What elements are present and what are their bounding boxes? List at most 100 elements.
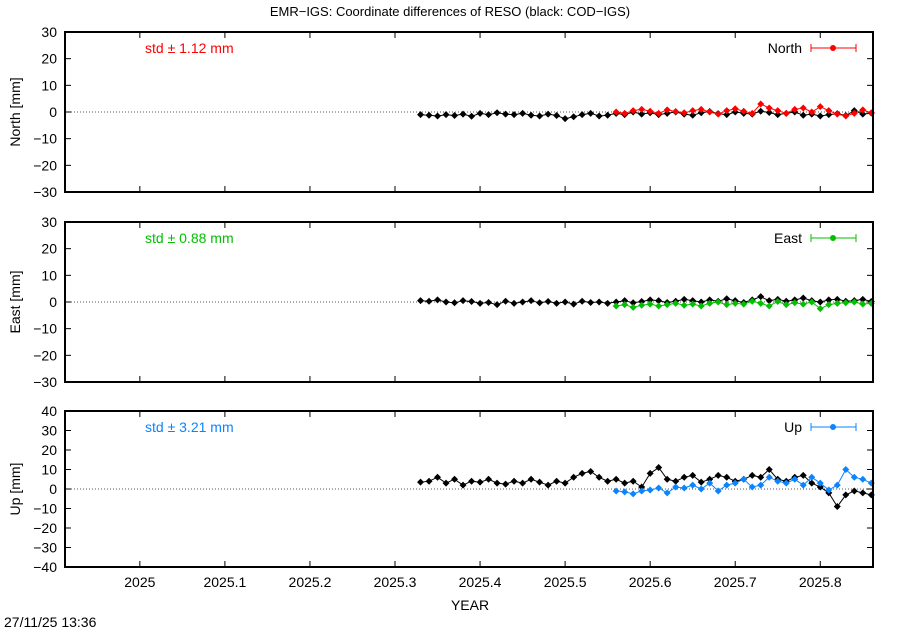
emr-igs-point [680, 484, 688, 492]
cod-igs-point [595, 298, 603, 306]
emr-igs-point [799, 481, 807, 489]
y-tick-label: 30 [41, 423, 57, 439]
cod-igs-point [587, 467, 595, 475]
cod-igs-point [425, 477, 433, 485]
y-tick-label: −20 [33, 157, 57, 173]
cod-igs-point [765, 466, 773, 473]
cod-igs-point [536, 478, 544, 486]
x-tick-label: 2025.3 [374, 574, 417, 590]
emr-igs-point [672, 299, 680, 307]
cod-igs-point [544, 481, 552, 489]
cod-igs-point [808, 479, 816, 487]
cod-igs-point [519, 109, 527, 117]
legend-marker [830, 45, 836, 51]
cod-igs-point [604, 111, 612, 119]
cod-igs-point [587, 109, 595, 117]
legend-label: Up [784, 419, 802, 435]
cod-igs-point [604, 477, 612, 485]
emr-igs-point [825, 301, 833, 309]
std-label: std ± 1.12 mm [145, 40, 234, 56]
y-tick-label: 40 [41, 403, 57, 419]
cod-igs-point [774, 111, 782, 119]
cod-igs-point [723, 473, 731, 481]
emr-igs-point [740, 107, 748, 115]
cod-igs-point [757, 473, 765, 481]
emr-igs-point [663, 489, 671, 497]
cod-igs-point [595, 473, 603, 481]
emr-igs-point [689, 107, 697, 115]
cod-igs-point [468, 112, 476, 120]
cod-igs-point [680, 473, 688, 481]
emr-igs-point [655, 484, 663, 492]
emr-igs-point [740, 300, 748, 308]
emr-igs-point [663, 106, 671, 114]
cod-igs-point [689, 471, 697, 479]
cod-igs-point [612, 298, 620, 306]
cod-igs-point [434, 296, 442, 304]
cod-igs-point [425, 111, 433, 119]
cod-igs-point [493, 109, 501, 117]
emr-igs-point [757, 481, 765, 489]
cod-igs-point [417, 297, 425, 305]
y-tick-label: −30 [33, 184, 57, 200]
emr-igs-point [850, 298, 858, 306]
emr-igs-point [791, 299, 799, 307]
cod-igs-point [570, 300, 578, 308]
y-axis-label: East [mm] [7, 270, 23, 333]
y-tick-label: −30 [33, 540, 57, 556]
emr-igs-point [765, 473, 773, 481]
cod-igs-point [527, 475, 535, 483]
cod-igs-point [451, 475, 459, 483]
cod-igs-point [536, 112, 544, 120]
legend-marker [830, 235, 836, 241]
emr-igs-point [774, 297, 782, 305]
emr-igs-point [731, 479, 739, 487]
emr-igs-point [621, 301, 629, 309]
cod-igs-point [561, 298, 569, 306]
emr-igs-point [850, 109, 858, 117]
cod-igs-point [485, 111, 493, 119]
y-tick-label: 0 [49, 104, 57, 120]
x-tick-label: 2025.4 [459, 574, 502, 590]
cod-igs-point [502, 480, 510, 488]
cod-igs-point [859, 295, 867, 303]
cod-igs-point [646, 469, 654, 477]
y-tick-label: −30 [33, 374, 57, 390]
cod-igs-point [723, 295, 731, 303]
x-tick-label: 2025.7 [714, 574, 757, 590]
y-tick-label: 0 [49, 481, 57, 497]
cod-igs-point [417, 111, 425, 119]
cod-igs-point [646, 296, 654, 304]
emr-igs-point [672, 483, 680, 491]
cod-igs-point [578, 469, 586, 477]
emr-igs-point [833, 481, 841, 489]
cod-igs-point [816, 483, 824, 491]
x-tick-label: 2025.5 [544, 574, 587, 590]
emr-igs-point [808, 473, 816, 481]
emr-igs-point [791, 475, 799, 483]
emr-igs-point [748, 297, 756, 305]
y-tick-label: 20 [41, 51, 57, 67]
cod-igs-point [442, 111, 450, 119]
cod-igs-point [859, 489, 867, 497]
emr-igs-point [808, 108, 816, 116]
emr-igs-point [833, 110, 841, 118]
cod-igs-point [680, 295, 688, 303]
cod-igs-point [451, 111, 459, 119]
emr-igs-point [646, 486, 654, 494]
emr-igs-point [646, 300, 654, 308]
cod-igs-point [485, 475, 493, 483]
cod-igs-point [757, 107, 765, 115]
x-tick-label: 2025.8 [799, 574, 842, 590]
emr-igs-point [808, 298, 816, 306]
cod-igs-point [417, 478, 425, 486]
emr-igs-point [816, 479, 824, 487]
cod-igs-point [612, 475, 620, 483]
cod-igs-point [842, 491, 850, 499]
y-tick-label: 10 [41, 267, 57, 283]
cod-igs-point [544, 297, 552, 305]
cod-igs-point [536, 299, 544, 307]
cod-igs-point [799, 294, 807, 302]
